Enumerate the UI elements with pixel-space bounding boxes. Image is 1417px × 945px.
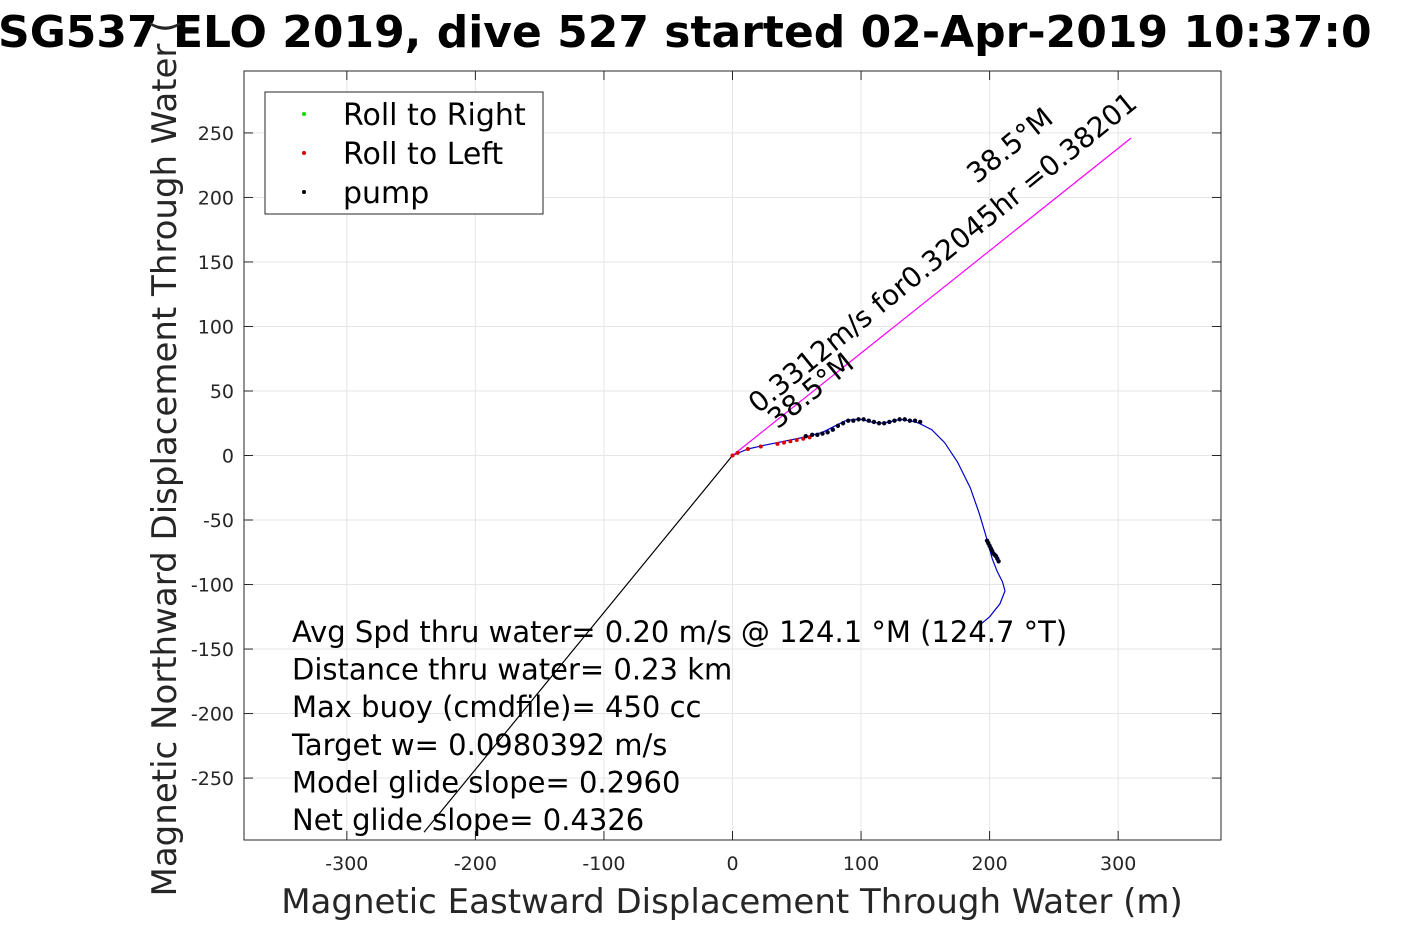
pump-point (825, 430, 830, 435)
x-tick-label: -200 (454, 853, 497, 875)
pump-point (871, 419, 877, 425)
pump-point (851, 418, 856, 423)
x-tick-label: 0 (726, 853, 738, 875)
marker-layer (730, 417, 1001, 564)
pump-point (881, 421, 887, 426)
pump-point (830, 427, 835, 432)
legend-marker-2 (302, 190, 306, 194)
pump-point (897, 417, 902, 422)
y-tick-label: 0 (222, 446, 234, 468)
y-tick-label: 50 (210, 381, 234, 403)
pump-point (876, 421, 882, 426)
y-tick-label: 100 (198, 316, 234, 338)
pump-point (803, 433, 808, 439)
legend-box (264, 91, 544, 215)
y-tick-label: 150 (198, 252, 234, 274)
x-tick-label: 100 (843, 853, 879, 875)
legend-marker-0 (302, 112, 306, 116)
pump-point (845, 418, 851, 423)
stats-line-5: Net glide slope= 0.4326 (292, 803, 644, 837)
series-line-1 (732, 137, 1132, 456)
pump-point (907, 418, 913, 423)
pump-point (892, 418, 897, 423)
pump-point (815, 432, 820, 438)
stats-line-2: Max buoy (cmdfile)= 450 cc (292, 690, 701, 724)
x-axis-label: Magnetic Eastward Displacement Through W… (281, 882, 1183, 922)
pump-point (912, 418, 918, 423)
y-tick-label: -250 (191, 768, 234, 790)
roll-left-point (745, 447, 750, 452)
roll-left-point (807, 435, 812, 440)
pump-point (820, 431, 825, 436)
roll-left-point (801, 436, 806, 441)
series-line-2 (423, 455, 733, 833)
roll-left-point (730, 453, 735, 458)
pump-point (810, 432, 815, 438)
x-tick-label: 300 (1100, 853, 1136, 875)
pump-point (996, 559, 1001, 564)
pump-point (917, 419, 923, 425)
roll-left-point (794, 438, 799, 443)
legend-label-0: Roll to Right (343, 98, 526, 133)
y-tick-label: 200 (198, 187, 234, 209)
pump-point (840, 421, 846, 426)
chart-title: SG537 ELO 2019, dive 527 started 02-Apr-… (0, 7, 1372, 58)
pump-point (902, 417, 907, 422)
legend-label-1: Roll to Left (343, 137, 503, 172)
y-tick-label: -100 (191, 575, 234, 597)
y-axis-label: Magnetic Northward Displacement Through … (145, 20, 185, 897)
x-tick-label: -100 (582, 853, 625, 875)
y-tick-label: 250 (198, 123, 234, 145)
y-tick-label: -150 (191, 639, 234, 661)
y-tick-label: -50 (203, 510, 234, 532)
roll-left-point (781, 440, 786, 445)
roll-left-point (788, 439, 793, 444)
ticks: -300 -200 -100 0 100 200 300 -250 -200 -150 -100 -5… (191, 71, 1221, 875)
grid (244, 71, 1221, 840)
legend: Roll to Right Roll to Left pump (264, 91, 544, 215)
pump-point (887, 419, 892, 425)
pump-point (835, 423, 841, 429)
stats-line-1: Distance thru water= 0.23 km (292, 653, 732, 687)
stats-line-3: Target w= 0.0980392 m/s (291, 728, 667, 762)
pump-point (861, 417, 866, 422)
stats-line-0: Avg Spd thru water= 0.20 m/s @ 124.1 °M … (292, 615, 1067, 649)
pump-point (866, 418, 871, 423)
roll-left-point (758, 444, 763, 449)
x-tick-label: 200 (971, 853, 1007, 875)
roll-left-point (735, 450, 740, 455)
x-tick-label: -300 (325, 853, 368, 875)
stats-box: Avg Spd thru water= 0.20 m/s @ 124.1 °M … (291, 615, 1067, 837)
legend-label-2: pump (343, 176, 429, 211)
stats-line-4: Model glide slope= 0.2960 (292, 765, 680, 799)
legend-marker-1 (302, 151, 306, 155)
roll-left-point (775, 441, 780, 446)
pump-point (856, 417, 861, 422)
y-tick-label: -200 (191, 704, 234, 726)
